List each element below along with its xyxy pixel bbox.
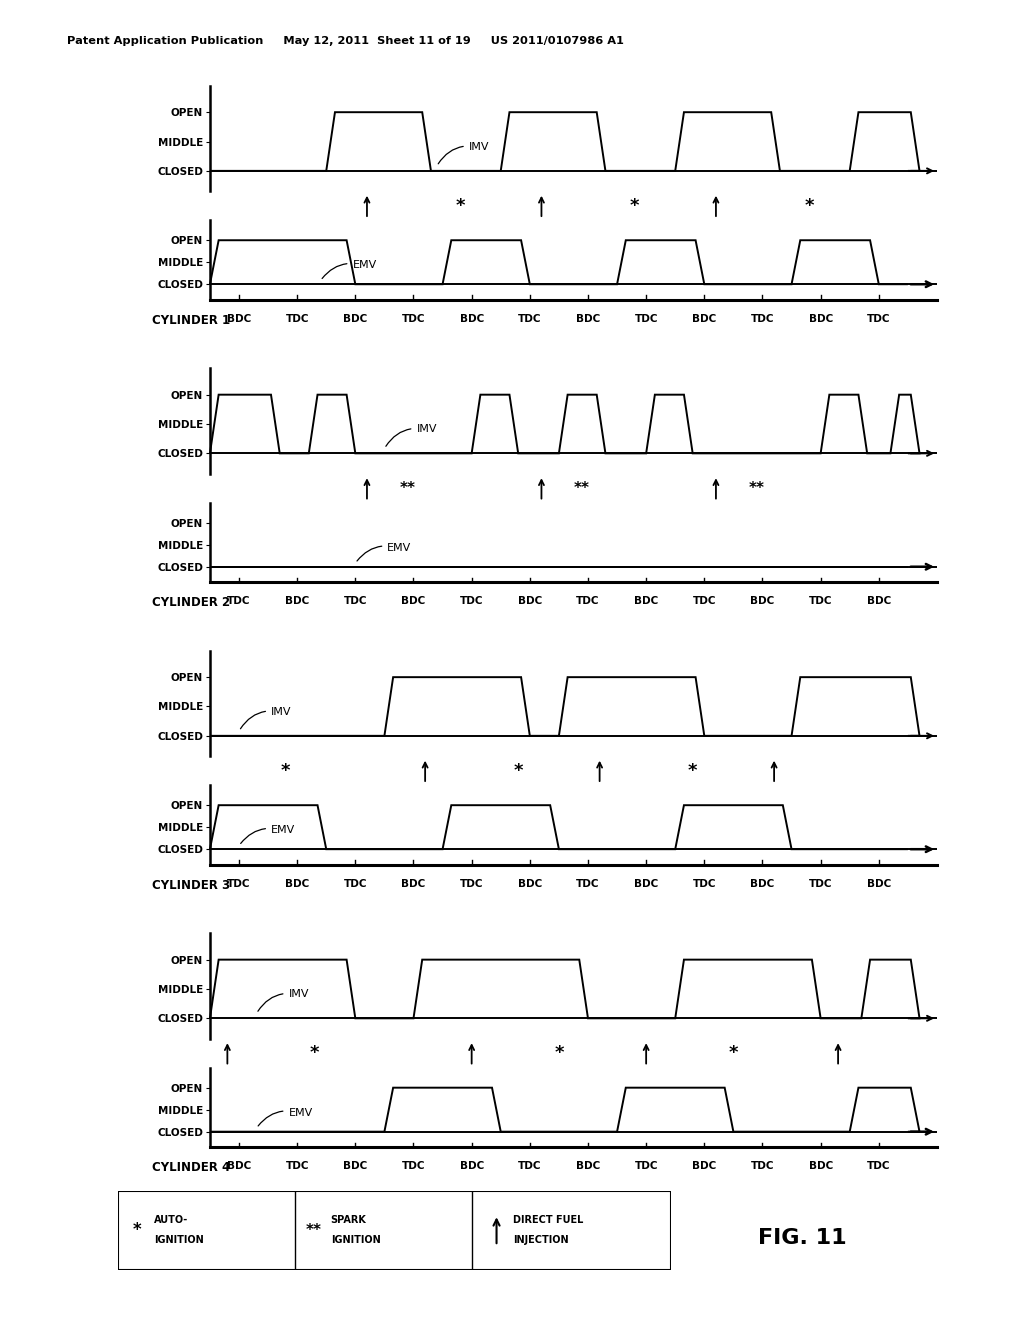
Text: TDC: TDC xyxy=(518,1162,542,1171)
Text: TDC: TDC xyxy=(809,879,833,888)
Text: TDC: TDC xyxy=(460,597,483,606)
Text: IGNITION: IGNITION xyxy=(331,1236,380,1245)
Text: *: * xyxy=(310,1044,319,1063)
Text: BDC: BDC xyxy=(285,879,309,888)
Text: TDC: TDC xyxy=(692,597,716,606)
Text: BDC: BDC xyxy=(809,314,833,323)
Text: TDC: TDC xyxy=(401,1162,425,1171)
Text: SPARK: SPARK xyxy=(331,1216,367,1225)
Text: BDC: BDC xyxy=(285,597,309,606)
Text: *: * xyxy=(729,1044,738,1063)
Text: TDC: TDC xyxy=(867,314,891,323)
Text: *: * xyxy=(456,197,465,215)
Text: **: ** xyxy=(306,1222,323,1238)
Text: BDC: BDC xyxy=(518,597,542,606)
Text: CYLINDER 2: CYLINDER 2 xyxy=(152,597,229,610)
Text: EMV: EMV xyxy=(323,260,377,279)
Text: AUTO-: AUTO- xyxy=(154,1216,188,1225)
Text: CYLINDER 3: CYLINDER 3 xyxy=(152,879,229,892)
Text: TDC: TDC xyxy=(751,314,774,323)
Text: *: * xyxy=(133,1221,141,1239)
Text: TDC: TDC xyxy=(809,597,833,606)
Text: TDC: TDC xyxy=(286,314,309,323)
Text: CYLINDER 4: CYLINDER 4 xyxy=(152,1162,230,1175)
Text: IMV: IMV xyxy=(386,424,437,446)
Text: Patent Application Publication     May 12, 2011  Sheet 11 of 19     US 2011/0107: Patent Application Publication May 12, 2… xyxy=(67,36,624,46)
Text: INJECTION: INJECTION xyxy=(513,1236,568,1245)
Text: TDC: TDC xyxy=(286,1162,309,1171)
Text: TDC: TDC xyxy=(460,879,483,888)
Text: TDC: TDC xyxy=(227,879,251,888)
Text: BDC: BDC xyxy=(809,1162,833,1171)
Text: BDC: BDC xyxy=(692,1162,717,1171)
Text: TDC: TDC xyxy=(401,314,425,323)
Text: TDC: TDC xyxy=(344,597,367,606)
Text: TDC: TDC xyxy=(692,879,716,888)
Text: BDC: BDC xyxy=(401,597,426,606)
Text: *: * xyxy=(688,762,697,780)
Text: TDC: TDC xyxy=(227,597,251,606)
Text: **: ** xyxy=(399,480,416,496)
Text: IMV: IMV xyxy=(258,989,309,1011)
Text: **: ** xyxy=(574,480,590,496)
Text: *: * xyxy=(513,762,523,780)
Text: BDC: BDC xyxy=(343,314,368,323)
Text: *: * xyxy=(630,197,639,215)
Text: BDC: BDC xyxy=(460,1162,483,1171)
Text: BDC: BDC xyxy=(227,314,251,323)
Text: CYLINDER 1: CYLINDER 1 xyxy=(152,314,229,327)
Text: BDC: BDC xyxy=(343,1162,368,1171)
Text: BDC: BDC xyxy=(227,1162,251,1171)
Text: BDC: BDC xyxy=(401,879,426,888)
Text: BDC: BDC xyxy=(866,597,891,606)
Text: *: * xyxy=(554,1044,563,1063)
Text: IMV: IMV xyxy=(438,141,489,164)
Text: IGNITION: IGNITION xyxy=(154,1236,204,1245)
Text: TDC: TDC xyxy=(518,314,542,323)
Text: TDC: TDC xyxy=(867,1162,891,1171)
Text: BDC: BDC xyxy=(634,597,658,606)
Text: *: * xyxy=(281,762,290,780)
Text: EMV: EMV xyxy=(241,825,295,843)
Text: BDC: BDC xyxy=(866,879,891,888)
Text: *: * xyxy=(804,197,814,215)
Text: BDC: BDC xyxy=(575,1162,600,1171)
Text: DIRECT FUEL: DIRECT FUEL xyxy=(513,1216,584,1225)
Text: BDC: BDC xyxy=(575,314,600,323)
Text: EMV: EMV xyxy=(357,543,412,561)
Text: TDC: TDC xyxy=(751,1162,774,1171)
Text: **: ** xyxy=(749,480,765,496)
Text: TDC: TDC xyxy=(635,1162,657,1171)
Text: TDC: TDC xyxy=(577,597,600,606)
Text: BDC: BDC xyxy=(692,314,717,323)
Text: TDC: TDC xyxy=(577,879,600,888)
Text: BDC: BDC xyxy=(751,597,774,606)
Text: TDC: TDC xyxy=(635,314,657,323)
Text: IMV: IMV xyxy=(241,706,292,729)
Text: EMV: EMV xyxy=(258,1107,312,1126)
Text: BDC: BDC xyxy=(518,879,542,888)
Text: BDC: BDC xyxy=(460,314,483,323)
Text: BDC: BDC xyxy=(634,879,658,888)
Text: TDC: TDC xyxy=(344,879,367,888)
Text: BDC: BDC xyxy=(751,879,774,888)
Text: FIG. 11: FIG. 11 xyxy=(758,1228,847,1249)
